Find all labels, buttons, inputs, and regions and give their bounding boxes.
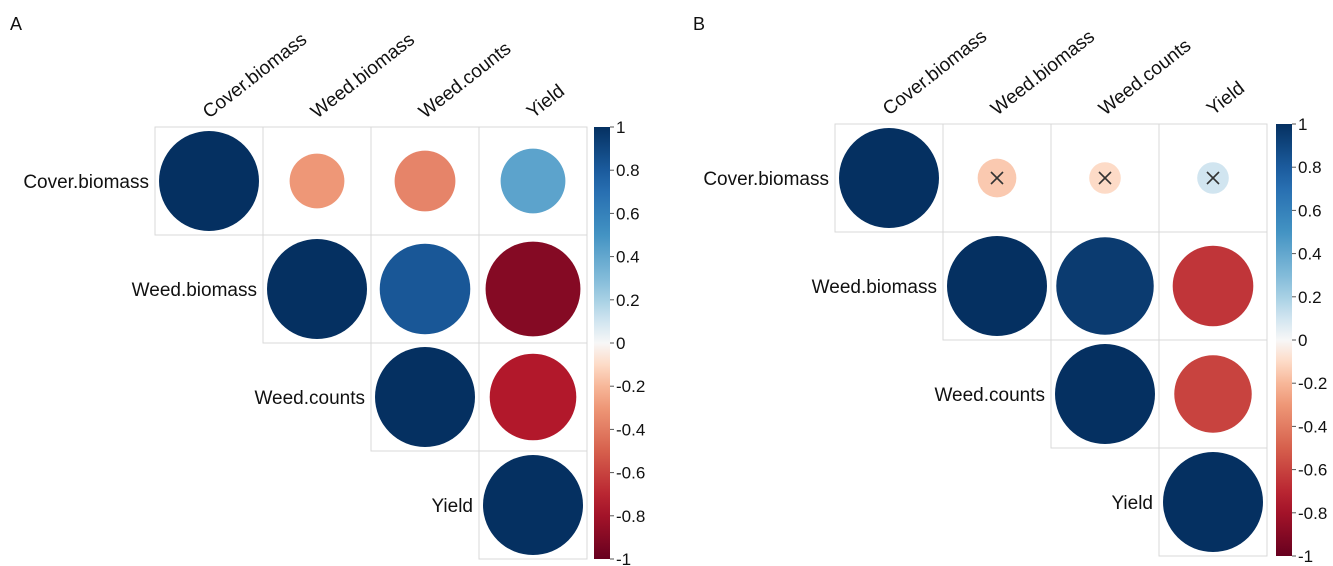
colorbar: [1276, 124, 1292, 556]
colorbar-tick-label: -0.6: [616, 464, 645, 483]
column-label-weed-counts: Weed.counts: [415, 38, 515, 123]
correlation-circle-cover-biomass-weed-counts: [394, 150, 456, 212]
colorbar-tick-label: -0.8: [616, 507, 645, 526]
row-label-weed-counts: Weed.counts: [934, 385, 1045, 406]
column-label-weed-biomass: Weed.biomass: [307, 29, 419, 123]
colorbar-tick-label: -1: [1298, 547, 1313, 566]
grid-cell: [478, 450, 588, 560]
colorbar-tick-label: -0.2: [1298, 374, 1327, 393]
colorbar-tick-label: 0: [616, 334, 625, 353]
correlation-circle-weed-biomass-weed-biomass: [267, 239, 367, 339]
colorbar-tick-label: -0.8: [1298, 504, 1327, 523]
column-label-yield: Yield: [1203, 78, 1249, 120]
colorbar-tick-label: 0.8: [1298, 158, 1322, 177]
column-label-cover-biomass: Cover.biomass: [199, 29, 311, 123]
colorbar-tick-label: 1: [1298, 115, 1307, 134]
correlation-circle-weed-counts-yield: [1174, 355, 1252, 433]
correlation-circle-cover-biomass-cover-biomass: [839, 128, 939, 228]
row-label-cover-biomass: Cover.biomass: [23, 172, 149, 193]
colorbar-tick-label: 0.6: [1298, 201, 1322, 220]
correlation-circle-yield-yield: [1163, 452, 1263, 552]
row-label-weed-counts: Weed.counts: [254, 388, 365, 409]
row-label-yield: Yield: [431, 496, 473, 517]
correlation-circle-cover-biomass-cover-biomass: [159, 131, 259, 231]
colorbar-tick-label: 0: [1298, 331, 1307, 350]
panel-label: A: [10, 14, 22, 34]
column-label-weed-biomass: Weed.biomass: [987, 26, 1099, 120]
colorbar-tick-label: 0.4: [616, 248, 640, 267]
colorbar-tick-label: 0.4: [1298, 245, 1322, 264]
correlation-circle-weed-counts-weed-counts: [1055, 344, 1155, 444]
column-label-cover-biomass: Cover.biomass: [879, 26, 991, 120]
correlation-circle-cover-biomass-yield: [500, 148, 566, 214]
correlation-circle-weed-counts-yield: [489, 353, 577, 441]
correlation-circle-weed-biomass-yield: [1172, 245, 1254, 327]
correlation-circle-yield-yield: [483, 455, 583, 555]
colorbar-tick-label: -0.4: [1298, 417, 1327, 436]
grid-cell: [1158, 447, 1268, 557]
colorbar-tick-label: 0.2: [616, 291, 640, 310]
colorbar-tick-label: -0.6: [1298, 461, 1327, 480]
insignificant-cross: [990, 171, 1004, 185]
colorbar-tick-label: -0.4: [616, 420, 645, 439]
insignificant-cross: [1098, 171, 1112, 185]
correlation-circle-weed-biomass-weed-counts: [1056, 237, 1154, 335]
colorbar-tick-label: 1: [616, 118, 625, 137]
row-label-weed-biomass: Weed.biomass: [812, 277, 937, 298]
colorbar-tick-label: 0.2: [1298, 288, 1322, 307]
colorbar-tick-label: 0.8: [616, 161, 640, 180]
correlation-circle-weed-biomass-yield: [485, 241, 581, 337]
panel-label: B: [693, 14, 705, 34]
colorbar: [594, 127, 610, 559]
row-label-yield: Yield: [1111, 493, 1153, 514]
correlation-circle-weed-biomass-weed-biomass: [947, 236, 1047, 336]
row-label-cover-biomass: Cover.biomass: [703, 169, 829, 190]
insignificant-cross: [1206, 171, 1220, 185]
correlation-circle-weed-biomass-weed-counts: [379, 243, 471, 335]
correlation-circle-weed-counts-weed-counts: [375, 347, 475, 447]
colorbar-tick-label: 0.6: [616, 204, 640, 223]
colorbar-tick-label: -0.2: [616, 377, 645, 396]
column-label-weed-counts: Weed.counts: [1095, 35, 1195, 120]
correlation-circle-cover-biomass-weed-biomass: [289, 153, 345, 209]
column-label-yield: Yield: [523, 81, 569, 123]
row-label-weed-biomass: Weed.biomass: [132, 280, 257, 301]
colorbar-tick-label: -1: [616, 550, 631, 566]
